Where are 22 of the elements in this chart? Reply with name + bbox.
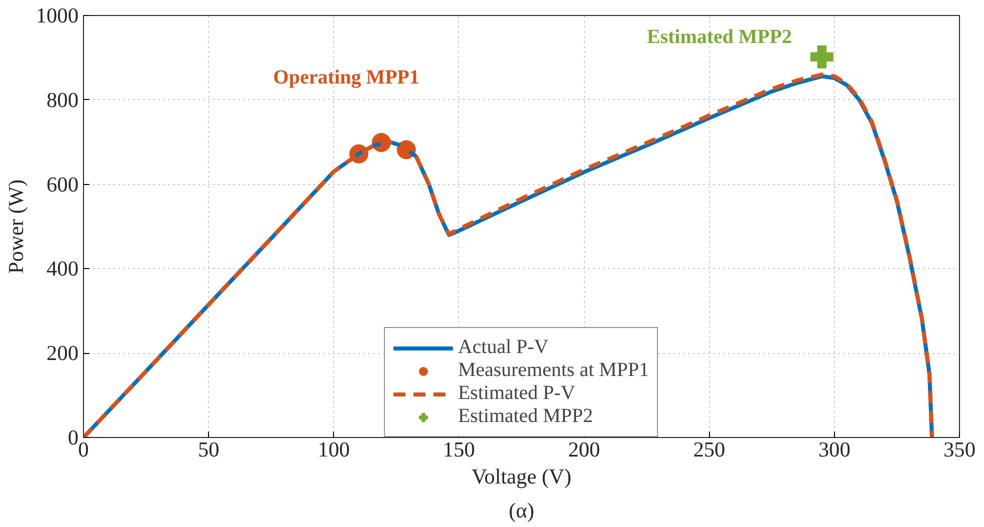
annotation: Estimated MPP2: [646, 26, 792, 48]
text: (α): [508, 498, 534, 522]
legend-label: Estimated P-V: [458, 382, 576, 405]
legend-label: Measurements at MPP1: [458, 359, 650, 382]
x-tick-label: 350: [944, 438, 976, 462]
annotation: Operating MPP1: [273, 66, 420, 89]
x-tick-label: 200: [568, 438, 600, 462]
y-tick-label: 400: [46, 256, 79, 281]
y-tick-label: 1000: [36, 4, 78, 28]
legend-label: Estimated MPP2: [458, 405, 593, 428]
x-tick-label: 50: [198, 438, 220, 462]
x-tick-label: 250: [693, 438, 726, 462]
x-axis-title: Voltage (V): [472, 464, 572, 488]
y-tick-label: 800: [46, 88, 79, 112]
y-axis-title: Power (W): [4, 179, 28, 274]
y-tick-label: 600: [46, 172, 79, 196]
x-tick-label: 150: [442, 438, 475, 462]
x-tick-label: 300: [818, 438, 850, 462]
point: [810, 45, 834, 68]
legend-label: Actual P-V: [458, 336, 548, 359]
x-tick-label: 100: [318, 438, 350, 462]
y-tick-label: 200: [46, 341, 79, 366]
